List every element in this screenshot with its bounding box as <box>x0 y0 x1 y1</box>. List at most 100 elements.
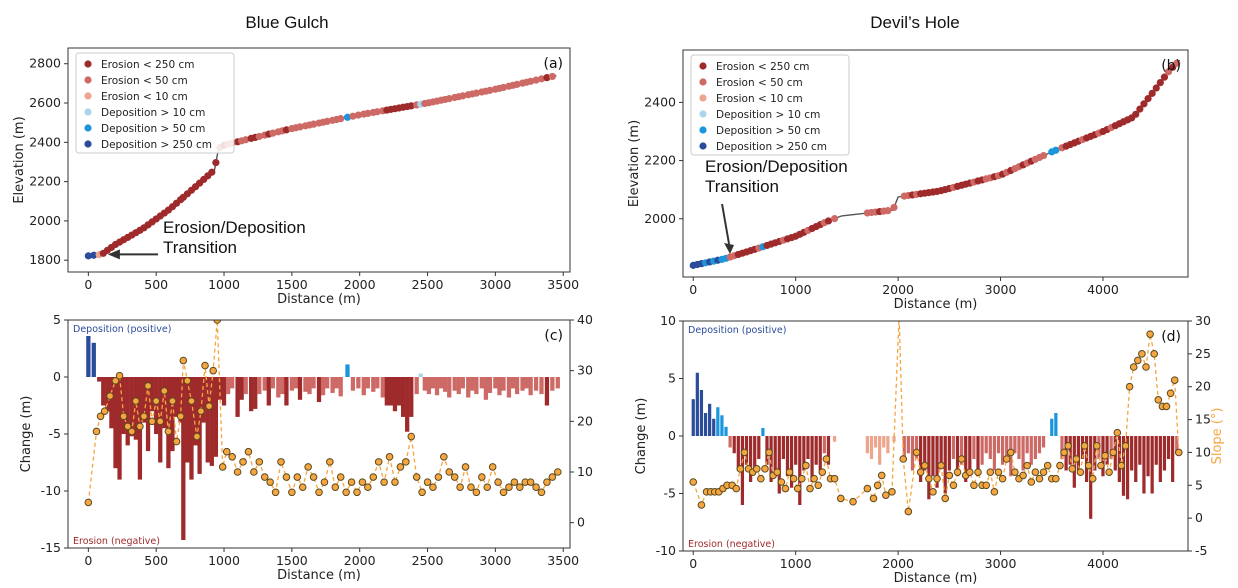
change-bar <box>1162 436 1167 471</box>
change-bar <box>334 377 339 389</box>
legend-marker <box>699 78 707 86</box>
slope-point <box>510 478 519 486</box>
slope-point <box>336 473 345 481</box>
change-bar <box>524 377 529 389</box>
slope-point <box>1117 461 1126 470</box>
title-blue-gulch: Blue Gulch <box>245 13 328 32</box>
change-bar <box>1166 436 1171 459</box>
change-bar <box>555 377 560 389</box>
legend-label: Deposition > 250 cm <box>716 141 827 153</box>
change-bar <box>1029 436 1033 465</box>
change-bar <box>882 436 886 448</box>
change-bar <box>1154 436 1158 465</box>
annotation-line-2: Transition <box>163 238 237 257</box>
slope-point <box>785 468 794 476</box>
slope-point <box>505 483 513 492</box>
change-bar <box>865 436 869 454</box>
change-bar <box>1109 436 1113 459</box>
x-tick-label: 4000 <box>1087 556 1119 571</box>
legend-label: Deposition > 250 cm <box>101 139 212 151</box>
slope-point <box>423 478 432 486</box>
slope-point <box>342 488 350 497</box>
change-bar <box>466 377 471 398</box>
slope-point <box>925 474 933 483</box>
change-bar <box>869 436 874 459</box>
change-bar <box>350 377 356 391</box>
slope-point <box>689 478 698 486</box>
slope-point <box>127 427 136 436</box>
slope-point <box>537 488 546 497</box>
change-bar <box>964 436 968 482</box>
y2-tick-label: 40 <box>577 312 593 327</box>
slope-point <box>740 448 749 457</box>
y-tick-label: -5 <box>664 486 676 501</box>
change-bar <box>414 377 419 395</box>
plot-frame <box>67 47 571 273</box>
legend-marker <box>84 92 92 100</box>
x-tick-label: 0 <box>84 277 92 292</box>
change-bar <box>316 377 322 403</box>
change-bar <box>426 377 432 395</box>
y-tick-label: 10 <box>660 313 676 328</box>
profile-point <box>445 95 453 103</box>
profile-point <box>90 251 98 259</box>
slope-point <box>136 422 144 431</box>
change-bar <box>434 377 440 396</box>
change-bar <box>345 364 350 377</box>
slope-point <box>532 483 540 492</box>
legend-label: Deposition > 50 cm <box>716 125 820 137</box>
change-bar <box>955 436 960 477</box>
profile-point <box>1173 59 1181 67</box>
change-bar <box>902 436 906 459</box>
profile-point <box>884 207 892 215</box>
change-bar <box>1105 436 1109 465</box>
change-bar <box>225 377 231 395</box>
y2-tick-label: 30 <box>577 363 593 378</box>
x-tick-label: 2500 <box>412 277 444 292</box>
change-bar <box>1171 436 1175 482</box>
change-bar <box>960 436 964 465</box>
y-tick-label: 5 <box>668 371 676 386</box>
change-bar <box>873 436 878 448</box>
slope-point <box>499 488 508 497</box>
slope-point <box>990 488 999 496</box>
slope-point <box>732 484 741 493</box>
slope-point <box>385 453 394 461</box>
slope-point <box>364 483 372 492</box>
change-bar <box>539 377 544 395</box>
slope-point <box>697 501 706 509</box>
slope-point <box>810 474 818 483</box>
slope-point <box>765 448 773 457</box>
change-bar <box>311 377 316 389</box>
change-bar <box>1041 436 1046 448</box>
profile-point <box>309 120 318 128</box>
change-bar <box>1138 436 1142 465</box>
change-bar <box>209 377 214 466</box>
change-bar <box>166 377 171 469</box>
change-bar <box>438 377 444 389</box>
change-bar <box>230 377 235 389</box>
slope-point <box>1154 396 1163 404</box>
slope-point <box>347 478 356 486</box>
change-bar <box>371 377 376 392</box>
slope-point <box>222 447 231 456</box>
profile-point <box>255 132 263 141</box>
y-tick-label: -10 <box>41 483 61 498</box>
annotation-line-1: Erosion/Deposition <box>705 157 848 176</box>
slope-point <box>1080 442 1089 450</box>
change-bar <box>117 377 122 480</box>
slope-point <box>1097 461 1105 470</box>
slope-point <box>830 474 839 483</box>
x-tick-label: 500 <box>144 553 168 568</box>
change-bar <box>101 377 106 406</box>
slope-point <box>304 463 312 471</box>
slope-point <box>553 468 562 476</box>
x-tick-label: 3000 <box>479 553 511 568</box>
slope-point <box>309 473 318 481</box>
slope-point <box>929 488 937 496</box>
change-bar <box>1134 436 1138 482</box>
slope-point <box>1064 442 1072 450</box>
x-tick-label: 1500 <box>276 277 308 292</box>
slope-point <box>144 382 152 390</box>
legend-label: Erosion < 50 cm <box>716 77 803 89</box>
